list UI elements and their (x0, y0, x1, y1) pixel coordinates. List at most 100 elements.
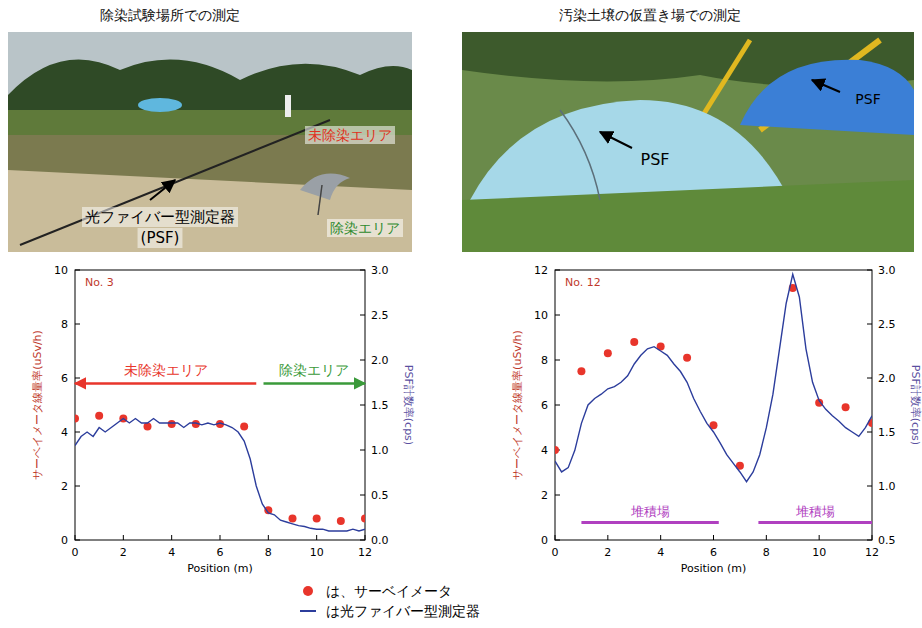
x-tick-label: 4 (168, 546, 175, 559)
x-tick (713, 535, 714, 540)
survey-point (683, 354, 691, 362)
y-tick-label: 2 (61, 480, 68, 493)
y2-tick-label: 0.5 (371, 489, 389, 502)
photo-title: 汚染土壌の仮置き場での測定 (559, 7, 741, 23)
photo-decontamination-site: 未除染エリア光ファイバー型測定器(PSF)除染エリア (8, 32, 412, 252)
x-tick (819, 535, 820, 540)
annotation-arrow (75, 382, 256, 385)
y-tick-label: 0 (61, 534, 68, 547)
x-tick (660, 535, 661, 540)
umbrella-pole (318, 185, 322, 215)
x-tick-label: 12 (358, 546, 372, 559)
grass (462, 180, 914, 252)
tarp (138, 98, 182, 112)
survey-point (144, 423, 152, 431)
chart-label: No. 3 (85, 276, 114, 289)
annotation-label: 除染エリア (279, 362, 349, 378)
label-background (327, 219, 403, 237)
y-tick (75, 432, 80, 433)
y2-tick-label: 2.0 (878, 372, 896, 385)
legend-marker (300, 610, 316, 612)
survey-point (240, 423, 248, 431)
chart: 02468101202468100.00.51.01.52.02.53.0Pos… (31, 264, 415, 575)
x-tick (316, 535, 317, 540)
y-tick-label: 2 (541, 489, 548, 502)
photo-label: PSF (640, 150, 669, 169)
x-tick-label: 12 (865, 546, 879, 559)
y-tick-label: 8 (541, 354, 548, 367)
survey-point (577, 367, 585, 375)
y-tick-label: 8 (61, 318, 68, 331)
y2-axis-title: PSF計数率(cps) (402, 365, 415, 445)
y2-tick (867, 378, 872, 379)
photo-label: PSF (855, 91, 880, 107)
y2-tick-label: 1.0 (371, 444, 389, 457)
x-tick (171, 535, 172, 540)
psf-line (555, 274, 872, 481)
x-tick-label: 10 (310, 546, 324, 559)
x-tick-label: 6 (710, 546, 717, 559)
x-tick (607, 535, 608, 540)
legend-label: は光ファイバー型測定器 (326, 603, 480, 619)
x-tick (123, 535, 124, 540)
slide (700, 40, 750, 120)
x-tick-label: 10 (812, 546, 826, 559)
legend-label: は、サーベイメータ (326, 583, 452, 599)
y-tick-label: 10 (54, 264, 68, 277)
x-axis-title: Position (m) (681, 562, 747, 575)
y2-tick (867, 486, 872, 487)
y-tick (555, 405, 560, 406)
pointer-arrow (600, 132, 632, 148)
umbrella (300, 174, 350, 200)
y-axis-title: サーベイメータ線量率(uSv/h) (31, 330, 44, 480)
survey-point (289, 514, 297, 522)
survey-point (75, 415, 79, 423)
plot-frame (555, 270, 872, 540)
survey-point (555, 446, 559, 454)
y2-axis-title: PSF計数率(cps) (909, 365, 922, 445)
x-tick-label: 0 (552, 546, 559, 559)
label-background (305, 126, 395, 144)
y-axis-title: サーベイメータ線量率(uSv/h) (511, 330, 524, 480)
y-tick (75, 486, 80, 487)
photo-label: 未除染エリア (308, 127, 392, 143)
fiber-sensor (560, 110, 600, 200)
decontaminated-ground (8, 170, 412, 252)
y2-tick-label: 0.5 (878, 534, 896, 547)
pointer-arrow (812, 80, 840, 92)
annotation-bar (758, 521, 872, 524)
y2-tick (360, 495, 365, 496)
data-area (555, 274, 872, 481)
y-tick-label: 6 (541, 399, 548, 412)
x-tick-label: 6 (217, 546, 224, 559)
x-tick-label: 4 (657, 546, 664, 559)
y-tick-label: 0 (541, 534, 548, 547)
page: 除染試験場所での測定汚染土壌の仮置き場での測定未除染エリア光ファイバー型測定器(… (0, 0, 922, 628)
y-tick (555, 360, 560, 361)
y2-tick (867, 324, 872, 325)
y-tick-label: 6 (61, 372, 68, 385)
x-tick (220, 535, 221, 540)
survey-point (361, 514, 365, 522)
y-tick (555, 315, 560, 316)
annotation-bar (581, 521, 718, 524)
y-tick-label: 12 (534, 264, 548, 277)
y2-tick-label: 1.5 (371, 399, 389, 412)
x-tick-label: 8 (763, 546, 770, 559)
chart-label: No. 12 (565, 276, 601, 289)
y-tick (75, 378, 80, 379)
annotation-label: 堆積場 (795, 504, 835, 519)
annotation-label: 堆積場 (630, 504, 670, 519)
y2-tick (867, 432, 872, 433)
legend-marker (303, 586, 313, 596)
y2-tick-label: 2.0 (371, 354, 389, 367)
y-tick-label: 4 (541, 444, 548, 457)
annotation-label: 未除染エリア (124, 362, 208, 378)
y2-tick-label: 1.0 (878, 480, 896, 493)
y2-tick-label: 3.0 (878, 264, 896, 277)
person (285, 95, 291, 117)
y-tick (75, 324, 80, 325)
x-tick (268, 535, 269, 540)
y-tick-label: 10 (534, 309, 548, 322)
tarp-mound (470, 100, 790, 200)
